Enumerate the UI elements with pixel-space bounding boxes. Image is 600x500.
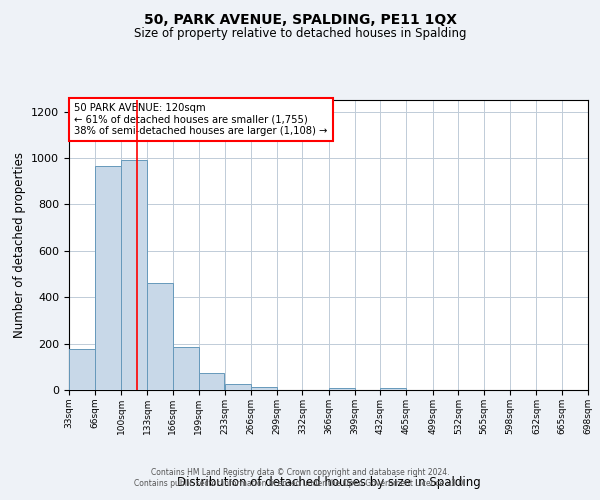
Bar xyxy=(69,350,95,390)
Bar xyxy=(95,166,121,390)
X-axis label: Distribution of detached houses by size in Spalding: Distribution of detached houses by size … xyxy=(176,476,481,488)
Y-axis label: Number of detached properties: Number of detached properties xyxy=(13,152,26,338)
Bar xyxy=(199,372,224,390)
Bar xyxy=(380,388,406,390)
Bar xyxy=(225,384,251,390)
Bar xyxy=(251,386,277,390)
Bar xyxy=(173,347,199,390)
Bar xyxy=(121,160,147,390)
Text: Contains HM Land Registry data © Crown copyright and database right 2024.
Contai: Contains HM Land Registry data © Crown c… xyxy=(134,468,466,487)
Bar xyxy=(147,284,173,390)
Text: 50 PARK AVENUE: 120sqm
← 61% of detached houses are smaller (1,755)
38% of semi-: 50 PARK AVENUE: 120sqm ← 61% of detached… xyxy=(74,103,328,136)
Bar xyxy=(329,388,355,390)
Text: 50, PARK AVENUE, SPALDING, PE11 1QX: 50, PARK AVENUE, SPALDING, PE11 1QX xyxy=(143,12,457,26)
Text: Size of property relative to detached houses in Spalding: Size of property relative to detached ho… xyxy=(134,28,466,40)
